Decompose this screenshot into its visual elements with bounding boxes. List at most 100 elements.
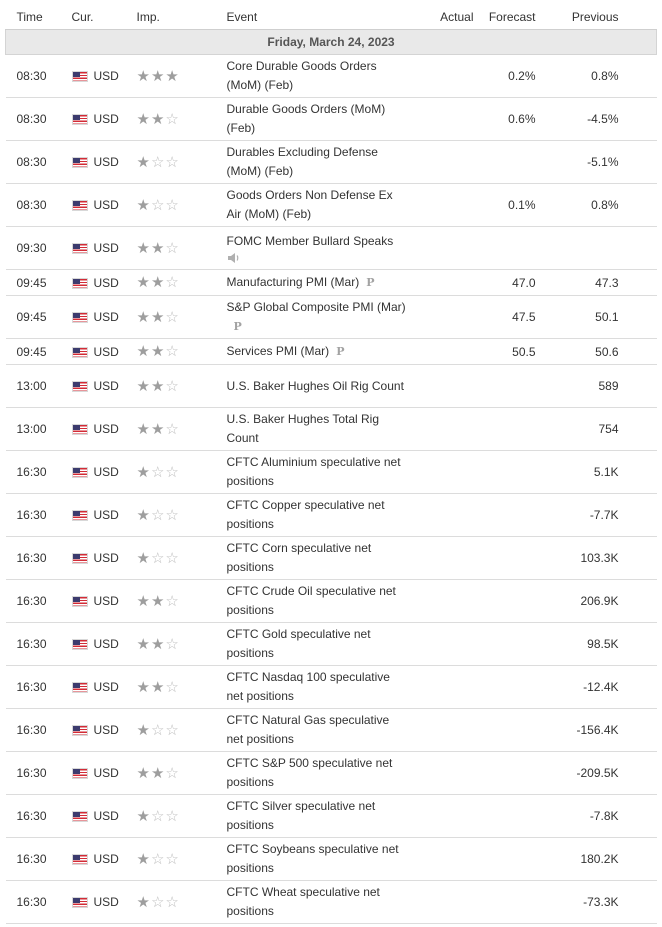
event-currency: USD [71, 54, 137, 98]
star-empty-icon: ☆ [165, 153, 180, 171]
event-name-link[interactable]: U.S. Baker Hughes Total Rig Count [226, 412, 380, 445]
star-filled-icon: ★ [136, 196, 151, 214]
star-empty-icon: ☆ [165, 463, 180, 481]
event-time: 13:00 [5, 364, 72, 408]
star-empty-icon: ☆ [165, 506, 180, 524]
event-previous: -7.7K [555, 493, 657, 537]
event-row[interactable]: 16:30 USD ★☆☆ CFTC Soybeans speculative net… [5, 837, 657, 881]
event-currency: USD [71, 295, 137, 339]
star-filled-icon: ★ [136, 463, 151, 481]
event-name-link[interactable]: CFTC Wheat speculative net positions [226, 885, 380, 918]
event-time: 16:30 [5, 794, 72, 838]
event-actual [407, 97, 484, 141]
event-name-link[interactable]: Services PMI (Mar) [226, 344, 330, 358]
event-name-link[interactable]: CFTC Crude Oil speculative net positions [226, 584, 396, 617]
us-flag-icon [71, 639, 88, 651]
event-name-link[interactable]: U.S. Baker Hughes Oil Rig Count [226, 378, 404, 393]
event-importance: ★★☆ [136, 338, 227, 365]
event-row[interactable]: 09:45 USD ★★☆ Manufacturing PMI (Mar) P 47.0 4… [5, 269, 657, 296]
header-forecast[interactable]: Forecast [483, 5, 556, 30]
event-name-link[interactable]: CFTC Soybeans speculative net positions [226, 842, 399, 875]
event-name-link[interactable]: Durable Goods Orders (MoM) (Feb) [226, 102, 386, 135]
event-name-cell: CFTC Soybeans speculative net positions [226, 837, 408, 881]
star-filled-icon: ★ [136, 678, 151, 696]
star-filled-icon: ★ [136, 635, 151, 653]
currency-code: USD [93, 895, 119, 909]
event-row[interactable]: 09:45 USD ★★☆ Services PMI (Mar) P 50.5 50.6 [5, 338, 657, 365]
header-currency[interactable]: Cur. [71, 5, 137, 30]
event-name-link[interactable]: CFTC Nasdaq 100 speculative net position… [226, 670, 390, 703]
event-previous: 206.9K [555, 579, 657, 623]
star-filled-icon: ★ [136, 67, 151, 85]
event-name-cell: Core Durable Goods Orders (MoM) (Feb) [226, 54, 408, 98]
event-row[interactable]: 16:30 USD ★★☆ CFTC Gold speculative net pos… [5, 622, 657, 666]
event-time: 08:30 [5, 140, 72, 184]
event-name-link[interactable]: CFTC Natural Gas speculative net positio… [226, 713, 390, 746]
event-row[interactable]: 09:45 USD ★★☆ S&P Global Composite PMI (Mar… [5, 295, 657, 339]
event-row[interactable]: 16:30 USD ★☆☆ CFTC Copper speculative net p… [5, 493, 657, 537]
header-row: Time Cur. Imp. Event Actual Forecast Pre… [5, 5, 657, 30]
event-importance: ★★☆ [136, 97, 227, 141]
star-empty-icon: ☆ [150, 807, 166, 825]
event-row[interactable]: 08:30 USD ★☆☆ Durables Excluding Defense (M… [5, 140, 657, 184]
event-name-cell: CFTC Gold speculative net positions [226, 622, 408, 666]
event-row[interactable]: 16:30 USD ★☆☆ CFTC Wheat speculative net po… [5, 880, 657, 924]
event-row[interactable]: 16:30 USD ★☆☆ CFTC Corn speculative net pos… [5, 536, 657, 580]
event-row[interactable]: 16:30 USD ★★☆ CFTC Nasdaq 100 speculative n… [5, 665, 657, 709]
header-event[interactable]: Event [226, 5, 408, 30]
us-flag-icon [71, 200, 88, 212]
event-row[interactable]: 08:30 USD ★★★ Core Durable Goods Orders (Mo… [5, 54, 657, 98]
star-filled-icon: ★ [150, 274, 166, 291]
event-name-link[interactable]: S&P Global Composite PMI (Mar) [226, 300, 406, 314]
event-name-link[interactable]: FOMC Member Bullard Speaks [226, 233, 394, 248]
us-flag-icon [71, 768, 88, 780]
star-empty-icon: ☆ [165, 721, 180, 739]
event-actual [407, 622, 484, 666]
event-name-cell: CFTC Wheat speculative net positions [226, 880, 408, 924]
event-row[interactable]: 13:00 USD ★★☆ U.S. Baker Hughes Oil Rig Cou… [5, 364, 657, 408]
event-name-link[interactable]: CFTC S&P 500 speculative net positions [226, 756, 393, 789]
event-name-link[interactable]: CFTC Aluminium speculative net positions [226, 455, 401, 488]
date-row: Friday, March 24, 2023 [5, 29, 657, 55]
header-previous[interactable]: Previous [555, 5, 657, 30]
event-row[interactable]: 08:30 USD ★★☆ Durable Goods Orders (MoM) (F… [5, 97, 657, 141]
header-time[interactable]: Time [5, 5, 72, 30]
event-row[interactable]: 16:30 USD ★☆☆ CFTC Aluminium speculative ne… [5, 450, 657, 494]
event-row[interactable]: 16:30 USD ★★☆ CFTC Crude Oil speculative ne… [5, 579, 657, 623]
star-filled-icon: ★ [150, 592, 166, 610]
event-importance: ★★☆ [136, 269, 227, 296]
star-filled-icon: ★ [150, 343, 166, 360]
event-row[interactable]: 08:30 USD ★☆☆ Goods Orders Non Defense Ex A… [5, 183, 657, 227]
event-row[interactable]: 13:00 USD ★★☆ U.S. Baker Hughes Total Rig C… [5, 407, 657, 451]
header-actual[interactable]: Actual [407, 5, 484, 30]
event-name-cell: S&P Global Composite PMI (Mar) P [226, 295, 408, 339]
star-filled-icon: ★ [150, 239, 166, 257]
event-forecast: 47.5 [483, 295, 556, 339]
currency-code: USD [93, 465, 119, 479]
event-time: 16:30 [5, 622, 72, 666]
event-row[interactable]: 16:30 USD ★☆☆ CFTC Silver speculative net p… [5, 794, 657, 838]
event-time: 09:30 [5, 226, 72, 270]
event-currency: USD [71, 407, 137, 451]
event-name-link[interactable]: CFTC Copper speculative net positions [226, 498, 385, 531]
star-empty-icon: ☆ [165, 549, 180, 567]
event-actual [407, 751, 484, 795]
event-previous: -209.5K [555, 751, 657, 795]
event-currency: USD [71, 880, 137, 924]
event-name-link[interactable]: Manufacturing PMI (Mar) [226, 275, 360, 289]
event-time: 16:30 [5, 837, 72, 881]
event-name-link[interactable]: Core Durable Goods Orders (MoM) (Feb) [226, 59, 377, 92]
event-name-link[interactable]: Goods Orders Non Defense Ex Air (MoM) (F… [226, 188, 393, 221]
event-name-link[interactable]: CFTC Corn speculative net positions [226, 541, 372, 574]
currency-code: USD [93, 112, 119, 126]
event-importance: ★☆☆ [136, 450, 227, 494]
event-name-link[interactable]: CFTC Gold speculative net positions [226, 627, 371, 660]
header-importance[interactable]: Imp. [136, 5, 227, 30]
event-name-link[interactable]: Durables Excluding Defense (MoM) (Feb) [226, 145, 378, 178]
event-row[interactable]: 16:30 USD ★★☆ CFTC S&P 500 speculative net … [5, 751, 657, 795]
event-row[interactable]: 16:30 USD ★☆☆ CFTC Natural Gas speculative … [5, 708, 657, 752]
event-importance: ★★☆ [136, 226, 227, 270]
us-flag-icon [71, 467, 88, 479]
event-row[interactable]: 09:30 USD ★★☆ FOMC Member Bullard Speaks [5, 226, 657, 270]
event-name-link[interactable]: CFTC Silver speculative net positions [226, 799, 376, 832]
